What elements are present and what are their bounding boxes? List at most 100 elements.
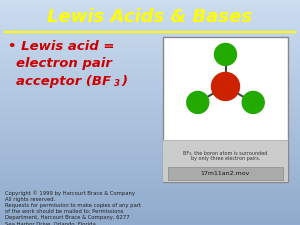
Bar <box>0 58 300 59</box>
Bar <box>0 111 300 112</box>
Bar <box>0 124 300 125</box>
Bar <box>0 36 300 37</box>
Bar <box>0 2 300 3</box>
Bar <box>0 216 300 217</box>
Bar <box>0 112 300 113</box>
Bar <box>0 8 300 9</box>
Bar <box>0 100 300 101</box>
Bar <box>0 159 300 160</box>
Bar <box>0 25 300 26</box>
Bar <box>0 75 300 76</box>
Bar <box>0 121 300 122</box>
Bar <box>0 161 300 162</box>
Bar <box>0 184 300 185</box>
Text: Lewis Acids & Bases: Lewis Acids & Bases <box>47 8 253 26</box>
Bar <box>0 99 300 100</box>
Bar <box>0 69 300 70</box>
Bar <box>0 179 300 180</box>
Bar <box>0 115 300 116</box>
Bar <box>0 107 300 108</box>
Bar <box>0 224 300 225</box>
Bar <box>0 144 300 145</box>
Bar <box>0 96 300 97</box>
Bar <box>0 41 300 42</box>
Bar <box>0 103 300 104</box>
Bar <box>0 28 300 29</box>
Bar <box>0 194 300 195</box>
Bar <box>0 180 300 181</box>
Bar <box>0 109 300 110</box>
Bar <box>0 163 300 164</box>
Bar <box>0 98 300 99</box>
Bar <box>0 190 300 191</box>
Text: 17m11an2.mov: 17m11an2.mov <box>201 171 250 176</box>
Bar <box>0 151 300 152</box>
Bar <box>0 31 300 32</box>
Bar <box>0 186 300 187</box>
Bar <box>0 88 300 89</box>
Bar <box>0 38 300 39</box>
Bar <box>0 168 300 169</box>
Bar <box>0 54 300 55</box>
Bar <box>0 47 300 48</box>
Bar <box>0 9 300 10</box>
Bar <box>0 33 300 34</box>
Bar <box>0 150 300 151</box>
Bar <box>0 142 300 143</box>
Bar <box>0 210 300 211</box>
Bar <box>0 26 300 27</box>
Bar <box>0 18 300 19</box>
Bar <box>0 134 300 135</box>
Bar <box>0 78 300 79</box>
Bar <box>0 181 300 182</box>
Bar <box>0 3 300 4</box>
Bar <box>0 156 300 157</box>
Bar <box>0 129 300 130</box>
Bar <box>0 149 300 150</box>
Bar <box>0 139 300 140</box>
Bar <box>0 67 300 68</box>
Bar <box>0 19 300 20</box>
Bar <box>0 21 300 22</box>
Bar <box>0 44 300 45</box>
Bar <box>0 136 300 137</box>
Bar <box>0 74 300 75</box>
Bar <box>0 178 300 179</box>
Bar <box>0 101 300 102</box>
Bar <box>0 85 300 86</box>
Bar <box>0 143 300 144</box>
Bar <box>0 11 300 12</box>
Bar <box>0 145 300 146</box>
Bar <box>0 160 300 161</box>
Bar <box>0 118 300 119</box>
Bar <box>0 170 300 171</box>
Text: electron pair: electron pair <box>16 58 112 70</box>
Bar <box>0 50 300 51</box>
Bar <box>0 24 300 25</box>
Bar <box>0 34 300 35</box>
Bar <box>0 152 300 153</box>
Bar <box>0 175 300 176</box>
Bar <box>0 117 300 118</box>
Bar <box>0 123 300 124</box>
Bar <box>0 157 300 158</box>
Bar <box>0 217 300 218</box>
Bar <box>0 81 300 82</box>
Bar <box>0 196 300 197</box>
Bar <box>0 162 300 163</box>
Bar <box>0 214 300 215</box>
Bar <box>0 90 300 91</box>
Bar <box>0 95 300 96</box>
Bar <box>0 197 300 198</box>
Bar <box>0 105 300 106</box>
Bar <box>0 209 300 210</box>
Bar <box>0 120 300 121</box>
Bar <box>0 169 300 170</box>
Bar <box>0 166 300 167</box>
Circle shape <box>242 91 264 113</box>
Bar <box>0 207 300 208</box>
Bar <box>0 172 300 173</box>
Bar <box>0 131 300 132</box>
Bar <box>0 45 300 46</box>
Bar <box>0 173 300 174</box>
